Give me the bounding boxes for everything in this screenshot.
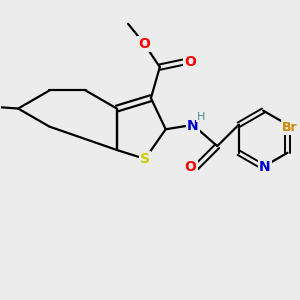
Text: H: H: [197, 112, 206, 122]
Text: S: S: [140, 152, 150, 166]
Text: O: O: [184, 55, 196, 69]
Text: N: N: [259, 160, 270, 174]
Text: Br: Br: [282, 121, 298, 134]
Text: N: N: [187, 119, 199, 133]
Text: O: O: [139, 37, 150, 51]
Text: O: O: [185, 160, 197, 175]
